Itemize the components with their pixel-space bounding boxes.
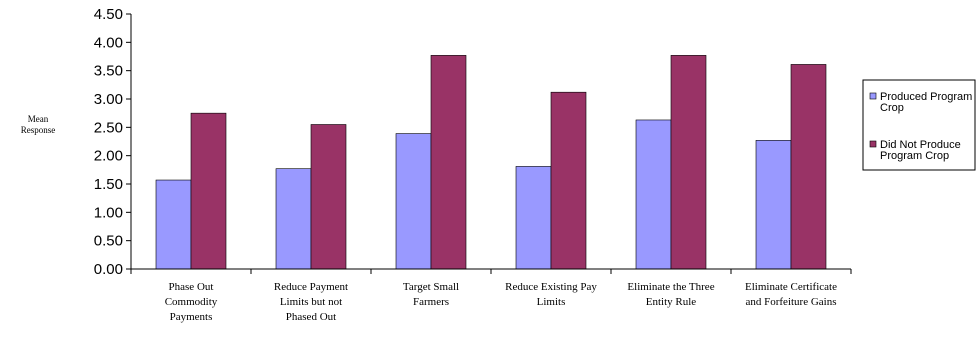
bar-s1-c1 [310, 124, 347, 270]
x-tick-label-5: Eliminate Certificate and Forfeiture Gain… [745, 281, 837, 308]
y-tick-label: 2.50 [94, 119, 123, 136]
legend-entry-1: Did Not Produce Program Crop [880, 139, 961, 162]
y-tick-label: 4.00 [94, 34, 123, 51]
x-axis-categories: Phase Out Commodity Payments Reduce Payment… [130, 269, 852, 323]
y-axis-label-line: Response [21, 125, 56, 135]
y-tick-label: 2.00 [94, 148, 123, 165]
y-tick-label: 3.50 [94, 63, 123, 80]
y-axis-label-line: Mean [28, 114, 49, 124]
y-tick-label: 1.50 [94, 176, 123, 193]
y-axis-ticks: 0.00 0.50 1.00 1.50 2.00 2.50 3.00 3.50 4.00 4.50 [94, 6, 131, 278]
x-tick-label-4: Eliminate the Three Entity Rule [627, 281, 714, 308]
y-tick-label: 0.50 [94, 233, 123, 250]
y-tick-label: 0.00 [94, 261, 123, 278]
bar-s0-c0 [155, 179, 192, 270]
x-tick-label-0: Phase Out Commodity Payments [165, 281, 218, 323]
bars [155, 55, 827, 270]
bar-s0-c2 [395, 133, 432, 270]
bar-s0-c5 [755, 140, 792, 270]
bar-s1-c0 [190, 112, 227, 270]
x-tick-label-2: Target Small Farmers [403, 281, 459, 308]
legend-swatch-0 [869, 92, 877, 100]
legend-box [862, 79, 976, 171]
y-tick-label: 3.00 [94, 91, 123, 108]
axes [130, 14, 851, 270]
legend-swatch-1 [869, 140, 877, 148]
bar-s0-c3 [515, 166, 552, 270]
legend: Produced Program Crop Did Not Produce Progr… [862, 79, 976, 171]
bar-s0-c1 [275, 168, 312, 270]
x-tick-label-1: Reduce Payment Limits but not Phased Out [274, 281, 348, 323]
bar-s0-c4 [635, 119, 672, 270]
y-tick-label: 1.00 [94, 204, 123, 221]
bar-s1-c5 [790, 64, 827, 270]
bar-s1-c3 [550, 91, 587, 270]
bar-s1-c4 [670, 55, 707, 270]
bar-s1-c2 [430, 55, 467, 270]
legend-entry-0: Produced Program Crop [880, 91, 972, 114]
y-tick-label: 4.50 [94, 6, 123, 23]
x-tick-label-3: Reduce Existing Pay Limits [505, 281, 597, 308]
